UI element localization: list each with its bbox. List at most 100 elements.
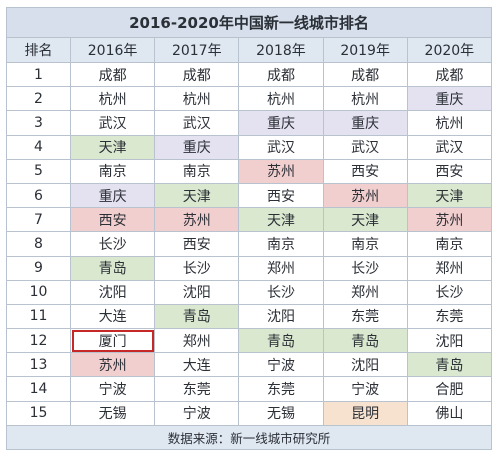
city-cell: 武汉 — [238, 134, 324, 160]
city-cell: 郑州 — [238, 255, 324, 281]
city-cell: 成都 — [322, 61, 408, 88]
city-cell: 重庆 — [238, 110, 324, 136]
city-cell: 大连 — [154, 352, 240, 378]
table-row: 7 西安 苏州 天津 天津 苏州 — [6, 207, 493, 233]
table-row: 15 无锡 宁波 无锡 昆明 佛山 — [6, 400, 493, 426]
city-cell: 南京 — [238, 231, 324, 257]
city-cell: 大连 — [69, 303, 156, 330]
city-cell: 青岛 — [322, 328, 408, 354]
city-cell: 天津 — [322, 207, 408, 233]
city-cell: 佛山 — [406, 400, 493, 426]
rank-cell: 9 — [6, 255, 71, 281]
city-cell: 杭州 — [238, 86, 324, 112]
city-cell: 昆明 — [322, 400, 408, 426]
city-cell: 西安 — [238, 182, 324, 209]
rank-cell: 13 — [6, 352, 71, 378]
table-row: 14 宁波 东莞 东莞 宁波 合肥 — [6, 376, 493, 402]
city-cell: 青岛 — [154, 303, 240, 330]
city-cell: 沈阳 — [322, 352, 408, 378]
ranking-table-container: 2016-2020年中国新一线城市排名 排名 2016年 2017年 2018年… — [6, 7, 493, 450]
city-cell: 西安 — [69, 207, 156, 233]
city-cell: 郑州 — [154, 328, 240, 354]
city-cell: 重庆 — [406, 86, 493, 112]
city-cell: 沈阳 — [154, 279, 240, 305]
city-cell: 南京 — [322, 231, 408, 257]
rank-cell: 1 — [6, 61, 71, 88]
city-cell: 天津 — [238, 207, 324, 233]
rank-cell: 6 — [6, 182, 71, 209]
city-cell: 苏州 — [69, 352, 156, 378]
rank-cell: 8 — [6, 231, 71, 257]
city-cell: 西安 — [154, 231, 240, 257]
city-cell: 无锡 — [238, 400, 324, 426]
rank-cell: 14 — [6, 376, 71, 402]
rank-cell: 3 — [6, 110, 71, 136]
city-cell: 东莞 — [238, 376, 324, 402]
rank-cell: 2 — [6, 86, 71, 112]
table-row: 13 苏州 大连 宁波 沈阳 青岛 — [6, 352, 493, 378]
city-cell: 成都 — [154, 61, 240, 88]
city-cell: 沈阳 — [406, 328, 493, 354]
city-cell: 无锡 — [69, 400, 156, 426]
city-cell: 苏州 — [154, 207, 240, 233]
city-cell: 天津 — [406, 182, 493, 209]
city-cell: 重庆 — [322, 110, 408, 136]
table-row: 1 成都 成都 成都 成都 成都 — [6, 61, 493, 88]
city-cell: 长沙 — [238, 279, 324, 305]
rank-cell: 15 — [6, 400, 71, 426]
city-cell: 西安 — [322, 158, 408, 184]
city-cell: 郑州 — [406, 255, 493, 281]
table-row: 3 武汉 武汉 重庆 重庆 杭州 — [6, 110, 493, 136]
rank-cell: 7 — [6, 207, 71, 233]
table-row: 9 青岛 长沙 郑州 长沙 郑州 — [6, 255, 493, 281]
city-cell: 杭州 — [154, 86, 240, 112]
table-row: 5 南京 南京 苏州 西安 西安 — [6, 158, 493, 184]
city-cell: 青岛 — [69, 255, 156, 281]
source-footnote: 数据来源：新一线城市研究所 — [6, 424, 492, 450]
city-cell: 沈阳 — [69, 279, 156, 305]
table-row: 11 大连 青岛 沈阳 东莞 东莞 — [6, 303, 493, 330]
city-cell: 东莞 — [322, 303, 408, 330]
city-cell: 郑州 — [322, 279, 408, 305]
city-cell: 重庆 — [154, 134, 240, 160]
table-row: 6 重庆 天津 西安 苏州 天津 — [6, 182, 493, 209]
city-cell: 宁波 — [69, 376, 156, 402]
city-cell: 长沙 — [154, 255, 240, 281]
city-cell: 宁波 — [322, 376, 408, 402]
city-cell: 成都 — [238, 61, 324, 88]
table-row: 4 天津 重庆 武汉 武汉 武汉 — [6, 134, 493, 160]
city-cell: 天津 — [69, 134, 156, 160]
header-row: 排名 2016年 2017年 2018年 2019年 2020年 — [6, 37, 493, 63]
city-cell: 天津 — [154, 182, 240, 209]
rank-cell: 4 — [6, 134, 71, 160]
city-cell: 成都 — [69, 61, 156, 88]
city-cell: 东莞 — [406, 303, 493, 330]
header-2016: 2016年 — [69, 37, 156, 63]
city-cell: 苏州 — [322, 182, 408, 209]
city-cell: 合肥 — [406, 376, 493, 402]
city-cell: 宁波 — [154, 400, 240, 426]
table-row: 12 厦门 郑州 青岛 青岛 沈阳 — [6, 328, 493, 354]
table-row: 8 长沙 西安 南京 南京 南京 — [6, 231, 493, 257]
city-cell: 成都 — [406, 61, 493, 88]
header-2017: 2017年 — [154, 37, 240, 63]
rank-cell: 10 — [6, 279, 71, 305]
table-body: 1 成都 成都 成都 成都 成都 2 杭州 杭州 杭州 杭州 重庆 3 武汉 武汉 重庆 重庆 杭州 4 天津 重庆 武汉… — [6, 61, 493, 426]
city-cell: 武汉 — [154, 110, 240, 136]
city-cell: 东莞 — [154, 376, 240, 402]
city-cell: 长沙 — [69, 231, 156, 257]
header-2019: 2019年 — [322, 37, 408, 63]
city-cell: 长沙 — [406, 279, 493, 305]
table-title: 2016-2020年中国新一线城市排名 — [6, 7, 492, 38]
city-cell: 西安 — [406, 158, 493, 184]
table-row: 10 沈阳 沈阳 长沙 郑州 长沙 — [6, 279, 493, 305]
table-row: 2 杭州 杭州 杭州 杭州 重庆 — [6, 86, 493, 112]
city-cell: 宁波 — [238, 352, 324, 378]
rank-cell: 12 — [6, 328, 71, 354]
city-cell: 长沙 — [322, 255, 408, 281]
header-2020: 2020年 — [406, 37, 493, 63]
city-cell: 杭州 — [406, 110, 493, 136]
city-cell: 青岛 — [238, 328, 324, 354]
rank-cell: 5 — [6, 158, 71, 184]
header-2018: 2018年 — [238, 37, 324, 63]
